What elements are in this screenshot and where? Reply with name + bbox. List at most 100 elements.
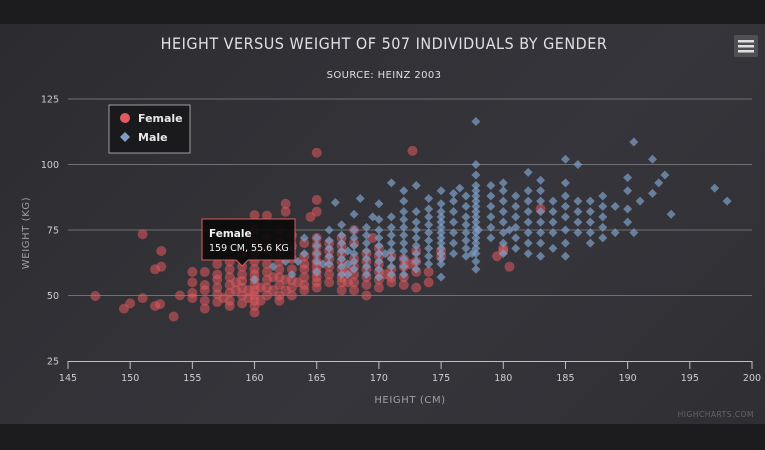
data-point-male[interactable] <box>449 228 459 238</box>
data-point-male[interactable] <box>511 212 521 222</box>
data-point-male[interactable] <box>337 270 347 280</box>
data-point-male[interactable] <box>386 212 396 222</box>
data-point-male[interactable] <box>449 217 459 227</box>
data-point-male[interactable] <box>386 230 396 240</box>
data-point-male[interactable] <box>511 243 521 253</box>
data-point-female[interactable] <box>212 259 223 270</box>
data-point-male[interactable] <box>560 225 570 235</box>
data-point-male[interactable] <box>573 228 583 238</box>
data-point-male[interactable] <box>536 196 546 206</box>
data-point-female[interactable] <box>311 194 322 205</box>
data-point-male[interactable] <box>386 262 396 272</box>
data-point-male[interactable] <box>629 137 639 147</box>
data-point-male[interactable] <box>471 180 481 190</box>
data-point-male[interactable] <box>498 186 508 196</box>
data-point-male[interactable] <box>523 249 533 259</box>
data-point-male[interactable] <box>471 170 481 180</box>
data-point-female[interactable] <box>156 245 167 256</box>
data-point-male[interactable] <box>511 233 521 243</box>
data-point-male[interactable] <box>461 191 471 201</box>
data-point-male[interactable] <box>548 196 558 206</box>
data-point-male[interactable] <box>498 178 508 188</box>
data-point-male[interactable] <box>471 117 481 127</box>
data-point-male[interactable] <box>536 251 546 261</box>
data-point-male[interactable] <box>436 186 446 196</box>
data-point-male[interactable] <box>337 254 347 264</box>
data-point-male[interactable] <box>498 217 508 227</box>
data-point-male[interactable] <box>324 225 334 235</box>
data-point-female[interactable] <box>311 147 322 158</box>
data-point-male[interactable] <box>560 191 570 201</box>
data-point-male[interactable] <box>250 275 260 285</box>
data-point-male[interactable] <box>386 178 396 188</box>
data-point-female[interactable] <box>199 303 210 314</box>
context-menu-button[interactable] <box>734 35 758 57</box>
data-point-male[interactable] <box>486 222 496 232</box>
data-point-male[interactable] <box>471 233 481 243</box>
data-point-male[interactable] <box>610 201 620 211</box>
data-point-female[interactable] <box>336 285 347 296</box>
data-point-male[interactable] <box>461 201 471 211</box>
data-point-male[interactable] <box>436 254 446 264</box>
data-point-male[interactable] <box>361 238 371 248</box>
data-point-male[interactable] <box>523 217 533 227</box>
data-point-male[interactable] <box>312 233 322 243</box>
data-point-male[interactable] <box>585 207 595 217</box>
data-point-male[interactable] <box>573 160 583 169</box>
data-point-female[interactable] <box>299 238 310 249</box>
data-point-female[interactable] <box>156 261 167 272</box>
data-point-male[interactable] <box>471 238 481 248</box>
data-point-male[interactable] <box>424 204 434 214</box>
data-point-male[interactable] <box>455 183 465 193</box>
data-point-male[interactable] <box>710 183 720 193</box>
data-point-male[interactable] <box>471 207 481 217</box>
data-point-male[interactable] <box>337 220 347 230</box>
data-point-male[interactable] <box>411 241 421 251</box>
data-point-male[interactable] <box>361 270 371 280</box>
data-point-male[interactable] <box>399 215 409 225</box>
data-point-female[interactable] <box>299 280 310 291</box>
data-point-male[interactable] <box>386 254 396 264</box>
data-point-male[interactable] <box>349 225 359 235</box>
data-point-male[interactable] <box>449 207 459 217</box>
data-point-female[interactable] <box>423 266 434 277</box>
data-point-male[interactable] <box>635 196 645 206</box>
data-point-male[interactable] <box>399 222 409 232</box>
data-point-male[interactable] <box>324 243 334 253</box>
data-point-male[interactable] <box>560 201 570 211</box>
data-point-male[interactable] <box>536 238 546 248</box>
data-point-male[interactable] <box>436 249 446 259</box>
data-point-male[interactable] <box>424 194 434 204</box>
data-point-male[interactable] <box>436 199 446 209</box>
data-point-male[interactable] <box>471 186 481 196</box>
data-point-female[interactable] <box>90 291 101 302</box>
data-point-male[interactable] <box>374 199 384 209</box>
data-point-male[interactable] <box>585 196 595 206</box>
data-point-male[interactable] <box>523 186 533 196</box>
data-point-male[interactable] <box>411 217 421 227</box>
data-point-female[interactable] <box>349 269 360 280</box>
data-point-male[interactable] <box>399 238 409 248</box>
data-point-female[interactable] <box>199 280 210 291</box>
data-point-male[interactable] <box>374 272 384 282</box>
data-point-male[interactable] <box>486 212 496 222</box>
data-point-male[interactable] <box>666 209 676 219</box>
data-point-male[interactable] <box>424 235 434 245</box>
data-point-female[interactable] <box>498 243 509 254</box>
data-point-male[interactable] <box>573 217 583 227</box>
data-point-male[interactable] <box>598 201 608 211</box>
data-point-male[interactable] <box>536 186 546 196</box>
data-point-male[interactable] <box>374 233 384 243</box>
data-point-male[interactable] <box>436 272 446 282</box>
data-point-female[interactable] <box>423 277 434 288</box>
data-point-male[interactable] <box>648 154 658 164</box>
data-point-male[interactable] <box>312 241 322 251</box>
data-point-male[interactable] <box>560 154 570 164</box>
data-point-male[interactable] <box>411 233 421 243</box>
data-point-male[interactable] <box>349 241 359 251</box>
data-point-male[interactable] <box>511 201 521 211</box>
data-point-male[interactable] <box>436 212 446 222</box>
data-point-male[interactable] <box>399 207 409 217</box>
data-point-male[interactable] <box>536 207 546 217</box>
data-point-female[interactable] <box>212 269 223 280</box>
